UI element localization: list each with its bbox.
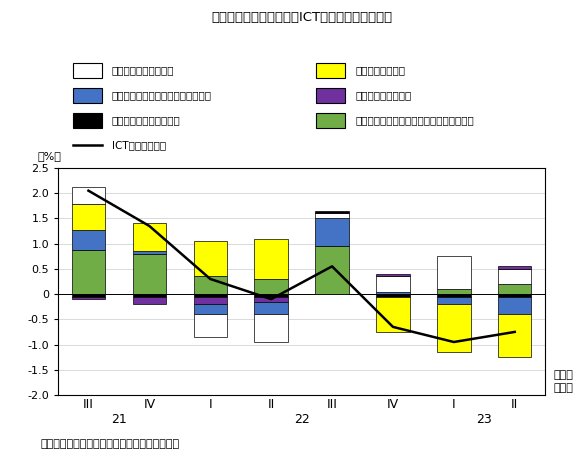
Bar	[376, 274, 409, 276]
Bar	[194, 314, 227, 337]
Text: 23: 23	[476, 413, 492, 426]
Bar	[498, 284, 531, 294]
Bar	[376, 296, 409, 332]
Text: 電子計算機・寄与度: 電子計算機・寄与度	[355, 90, 411, 100]
Text: 鉱工業生産指数に占めるICT関連品目別の寄与度: 鉱工業生産指数に占めるICT関連品目別の寄与度	[211, 11, 392, 25]
Bar	[255, 279, 288, 294]
FancyBboxPatch shape	[316, 88, 346, 103]
Bar	[72, 294, 105, 296]
Bar	[437, 294, 470, 296]
Text: 22: 22	[293, 413, 310, 426]
Bar	[437, 256, 470, 289]
Text: （期）: （期）	[554, 370, 574, 380]
Bar	[316, 246, 349, 294]
Bar	[498, 294, 531, 296]
Bar	[194, 304, 227, 314]
FancyBboxPatch shape	[72, 88, 102, 103]
Bar	[498, 314, 531, 357]
Bar	[72, 204, 105, 230]
Bar	[194, 241, 227, 276]
Bar	[437, 304, 470, 352]
Bar	[376, 291, 409, 294]
Bar	[72, 250, 105, 294]
Bar	[498, 269, 531, 284]
Bar	[255, 314, 288, 342]
Bar	[194, 276, 227, 294]
Text: 電子部品・回路・デバイス・寄与度: 電子部品・回路・デバイス・寄与度	[111, 90, 212, 100]
Bar	[498, 296, 531, 314]
FancyBboxPatch shape	[72, 63, 102, 78]
Bar	[255, 294, 288, 296]
Bar	[72, 296, 105, 299]
Bar	[376, 294, 409, 296]
Bar	[133, 254, 166, 294]
Bar	[316, 213, 349, 218]
Bar	[133, 294, 166, 296]
Bar	[255, 296, 288, 301]
Text: 21: 21	[111, 413, 127, 426]
Text: 集積回路・寄与度: 集積回路・寄与度	[355, 65, 405, 75]
Bar	[376, 276, 409, 291]
Bar	[133, 296, 166, 304]
Bar	[133, 251, 166, 254]
Bar	[437, 296, 470, 304]
Bar	[498, 266, 531, 269]
Bar	[255, 239, 288, 279]
Bar	[72, 230, 105, 250]
Bar	[133, 223, 166, 251]
Bar	[72, 187, 105, 204]
Text: 民生用電子機械・寄与度: 民生用電子機械・寄与度	[111, 115, 180, 125]
FancyBboxPatch shape	[316, 63, 346, 78]
FancyBboxPatch shape	[72, 113, 102, 128]
Text: 半導体・フラットパネル製造装置・寄与度: 半導体・フラットパネル製造装置・寄与度	[355, 115, 474, 125]
FancyBboxPatch shape	[316, 113, 346, 128]
Text: その他の品目・寄与度: その他の品目・寄与度	[111, 65, 174, 75]
Bar	[194, 294, 227, 296]
Bar	[437, 289, 470, 294]
Bar	[194, 296, 227, 304]
Bar	[255, 301, 288, 314]
Text: （%）: （%）	[38, 151, 61, 161]
Bar	[316, 211, 349, 213]
Bar	[316, 218, 349, 246]
Text: ICT関連・寄与度: ICT関連・寄与度	[111, 140, 166, 150]
Text: （出所）経済産業省「鉱工業指数」より作成。: （出所）経済産業省「鉱工業指数」より作成。	[41, 439, 180, 449]
Text: （年）: （年）	[554, 383, 574, 393]
